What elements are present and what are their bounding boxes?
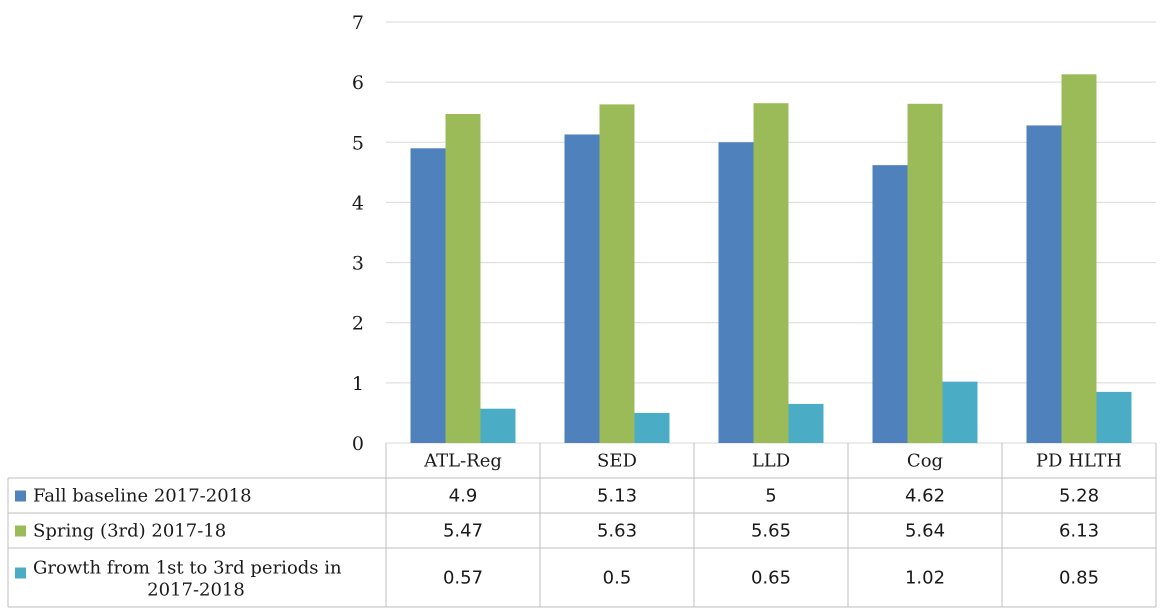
table-cell-value: 0.65 — [751, 568, 791, 589]
y-tick-label: 1 — [352, 373, 364, 395]
table-cell-value: 6.13 — [1059, 521, 1099, 542]
bar — [753, 103, 789, 443]
series-label: 2017-2018 — [147, 580, 245, 601]
bar — [1061, 74, 1097, 444]
series-label: Fall baseline 2017-2018 — [33, 486, 252, 507]
bar — [599, 104, 635, 443]
table-cell-value: 0.85 — [1059, 568, 1099, 589]
table-cell-value: 0.57 — [443, 568, 483, 589]
bar — [564, 134, 600, 443]
table-cell-value: 5.13 — [597, 486, 637, 507]
series-label: Spring (3rd) 2017-18 — [33, 521, 226, 542]
table-cell-value: 5.63 — [597, 521, 637, 542]
category-label: Cog — [907, 451, 943, 472]
bar — [445, 114, 481, 444]
table-cell-value: 5.28 — [1059, 486, 1099, 507]
bar — [410, 148, 446, 444]
legend-key — [15, 525, 26, 537]
bar — [480, 408, 516, 443]
y-tick-label: 7 — [352, 12, 364, 34]
table-cell-value: 5.47 — [443, 521, 483, 542]
category-label: ATL-Reg — [423, 451, 502, 472]
legend-key — [15, 567, 26, 579]
table-cell-value: 4.9 — [449, 486, 478, 507]
y-tick-label: 5 — [352, 132, 364, 154]
category-label: LLD — [752, 451, 790, 472]
y-tick-label: 0 — [352, 433, 364, 455]
bar — [718, 142, 754, 444]
y-axis-ticks: 0 1 2 3 4 5 6 7 — [352, 12, 364, 455]
data-table: ATL-Reg SED LLD Cog PD HLTH Fall baseline 201… — [7, 443, 1157, 608]
bar — [1096, 391, 1132, 443]
bar — [634, 412, 670, 443]
bar — [788, 403, 824, 443]
table-cell-value: 5.64 — [905, 521, 945, 542]
y-tick-label: 2 — [352, 313, 364, 335]
bars — [410, 74, 1132, 444]
y-tick-label: 3 — [352, 253, 364, 275]
bar — [1026, 125, 1062, 444]
y-tick-label: 6 — [352, 72, 364, 94]
bar — [942, 381, 978, 443]
table-cell-value: 1.02 — [905, 568, 945, 589]
series-label: Growth from 1st to 3rd periods in — [33, 558, 342, 579]
y-tick-label: 4 — [352, 192, 364, 214]
table-cell-value: 5.65 — [751, 521, 791, 542]
bar — [872, 165, 908, 443]
bar — [907, 103, 943, 444]
category-label: SED — [597, 451, 637, 472]
category-label: PD HLTH — [1036, 451, 1122, 472]
legend-key — [15, 490, 26, 502]
table-cell-value: 0.5 — [603, 568, 632, 589]
table-cell-value: 4.62 — [905, 486, 945, 507]
table-cell-value: 5 — [765, 486, 776, 507]
